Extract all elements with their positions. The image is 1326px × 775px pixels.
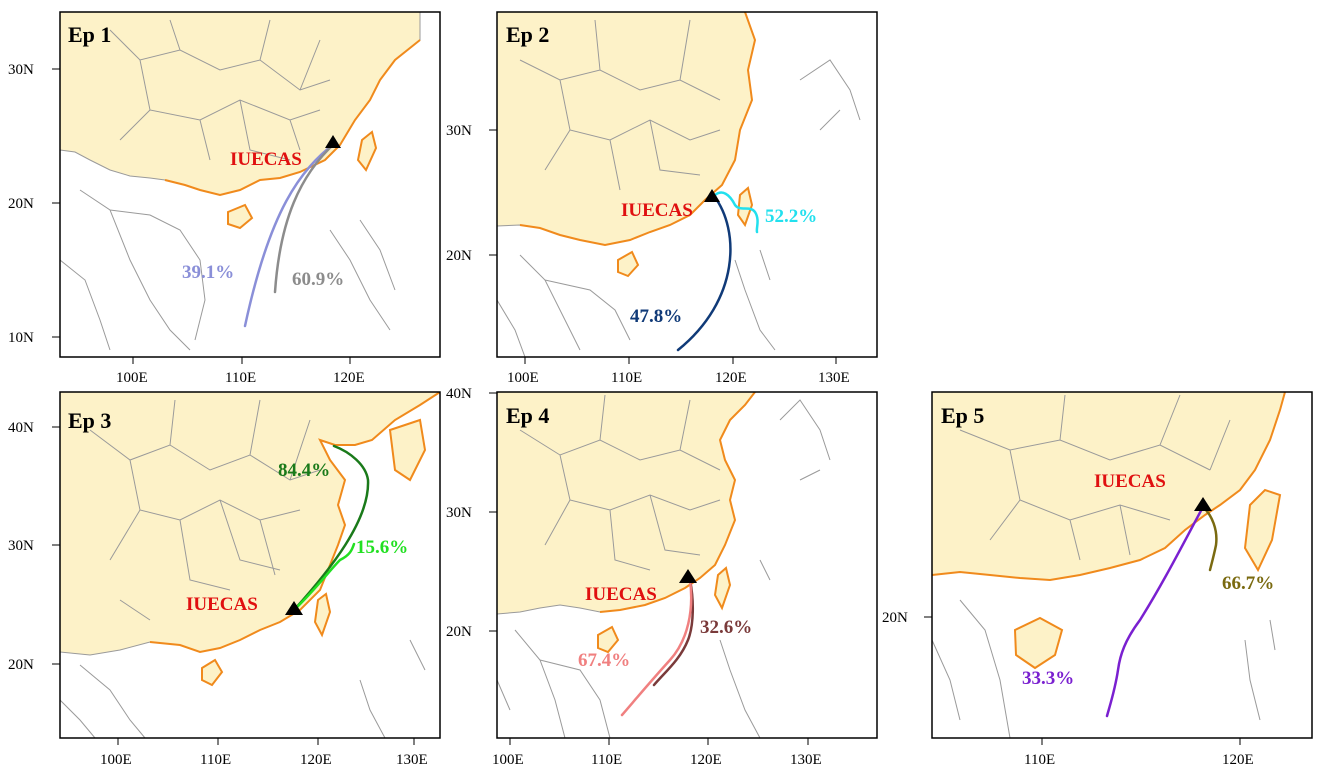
lat-tick-label: 30N xyxy=(8,538,34,554)
lat-tick-label: 10N xyxy=(8,330,34,346)
indochina-outline xyxy=(497,59,861,357)
lat-tick-label: 30N xyxy=(446,505,472,521)
lon-tick-label: 120E xyxy=(715,370,747,386)
panel-title: Ep 1 xyxy=(68,22,111,47)
trajectory-2: 15.6% xyxy=(292,537,408,612)
lat-tick-label: 30N xyxy=(8,62,34,78)
lat-tick-label: 20N xyxy=(8,657,34,673)
panel-title: Ep 4 xyxy=(506,403,549,428)
map-ep3 xyxy=(60,392,440,738)
trajectory-2: 67.4% xyxy=(578,578,693,717)
lat-tick-label: 30N xyxy=(446,123,472,139)
lat-tick-label: 40N xyxy=(446,386,472,402)
trajectory-percent-label: 32.6% xyxy=(700,617,752,638)
site-label: IUECAS xyxy=(621,200,693,221)
trajectory-percent-label: 84.4% xyxy=(278,460,330,481)
lon-axis: 100E 110E 120E 130E xyxy=(492,738,822,768)
trajectory-1: 39.1% xyxy=(182,141,337,328)
lon-tick-label: 120E xyxy=(690,752,722,768)
panel-ep1: Ep 1 39.1% 60.9% IUECAS 30N 20N 10N 100E… xyxy=(8,11,441,386)
lat-tick-label: 20N xyxy=(446,248,472,264)
lat-tick-label: 40N xyxy=(8,420,34,436)
panel-title: Ep 5 xyxy=(941,403,984,428)
site-marker-triangle xyxy=(679,569,697,583)
lon-tick-label: 120E xyxy=(300,752,332,768)
trajectory-percent-label: 33.3% xyxy=(1022,668,1074,689)
lon-tick-label: 110E xyxy=(591,752,622,768)
trajectory-percent-label: 47.8% xyxy=(630,306,682,327)
lat-tick-label: 20N xyxy=(446,624,472,640)
site-label: IUECAS xyxy=(1094,471,1166,492)
lon-axis: 100E 110E 120E xyxy=(116,357,365,386)
lat-axis: 40N 30N 20N xyxy=(8,420,60,673)
site-label: IUECAS xyxy=(186,594,258,615)
lat-axis: 20N xyxy=(882,610,932,626)
panel-ep4: Ep 4 32.6% 67.4% IUECAS 40N 30N 20N 100E… xyxy=(446,386,878,768)
province-borders xyxy=(109,19,331,161)
lat-axis: 40N 30N 20N xyxy=(446,386,497,640)
lon-axis: 110E 120E xyxy=(1024,738,1254,768)
map-ep2 xyxy=(497,12,861,357)
lon-axis: 100E 110E 120E 130E xyxy=(100,738,428,768)
site-label: IUECAS xyxy=(230,149,302,170)
trajectory-percent-label: 66.7% xyxy=(1222,573,1274,594)
lat-axis: 30N 20N xyxy=(446,123,497,264)
indochina-outline xyxy=(60,189,396,351)
lat-axis: 30N 20N 10N xyxy=(8,62,60,346)
indochina-outline xyxy=(60,639,426,738)
lon-tick-label: 130E xyxy=(818,370,850,386)
lon-tick-label: 110E xyxy=(611,370,642,386)
trajectory-1: 66.7% xyxy=(1201,505,1274,594)
lon-tick-label: 100E xyxy=(507,370,539,386)
lon-tick-label: 100E xyxy=(116,370,148,386)
site-label: IUECAS xyxy=(585,584,657,605)
province-borders xyxy=(959,394,1231,561)
trajectory-percent-label: 67.4% xyxy=(578,650,630,671)
map-ep4 xyxy=(497,392,831,738)
trajectory-2: 47.8% xyxy=(630,194,732,352)
lat-tick-label: 20N xyxy=(882,610,908,626)
lon-tick-label: 130E xyxy=(790,752,822,768)
province-borders xyxy=(519,19,721,191)
panel-ep5: Ep 5 66.7% 33.3% IUECAS 20N 110E 120E xyxy=(882,391,1313,768)
lon-tick-label: 100E xyxy=(492,752,524,768)
panel-title: Ep 2 xyxy=(506,22,549,47)
site-marker-triangle xyxy=(704,189,720,202)
indochina-outline xyxy=(932,599,1276,738)
lon-tick-label: 110E xyxy=(200,752,231,768)
panel-ep2: Ep 2 52.2% 47.8% IUECAS 30N 20N 100E 110… xyxy=(446,11,878,386)
trajectory-percent-label: 39.1% xyxy=(182,262,234,283)
trajectory-percent-label: 15.6% xyxy=(356,537,408,558)
trajectory-1: 52.2% xyxy=(712,191,817,234)
trajectory-2: 33.3% xyxy=(1022,505,1205,718)
province-borders xyxy=(89,399,321,621)
site-marker-triangle xyxy=(285,601,303,615)
trajectory-percent-label: 60.9% xyxy=(292,269,344,290)
site-marker-triangle xyxy=(325,135,341,148)
map-ep5 xyxy=(932,392,1286,738)
trajectory-2: 60.9% xyxy=(273,141,344,294)
trajectory-percent-label: 52.2% xyxy=(765,206,817,227)
lon-tick-label: 120E xyxy=(333,370,365,386)
lon-tick-label: 100E xyxy=(100,752,132,768)
lat-tick-label: 20N xyxy=(8,196,34,212)
indochina-outline xyxy=(497,399,831,738)
lon-tick-label: 110E xyxy=(225,370,256,386)
lon-tick-label: 110E xyxy=(1024,752,1055,768)
lon-axis: 100E 110E 120E 130E xyxy=(507,357,850,386)
lon-tick-label: 130E xyxy=(396,752,428,768)
site-marker-triangle xyxy=(1194,497,1212,511)
trajectory-1: 84.4% xyxy=(278,444,370,612)
province-borders xyxy=(519,394,721,571)
panel-title: Ep 3 xyxy=(68,408,111,433)
panel-ep3: Ep 3 84.4% 15.6% IUECAS 40N 30N 20N 100E… xyxy=(8,391,441,768)
lon-tick-label: 120E xyxy=(1222,752,1254,768)
